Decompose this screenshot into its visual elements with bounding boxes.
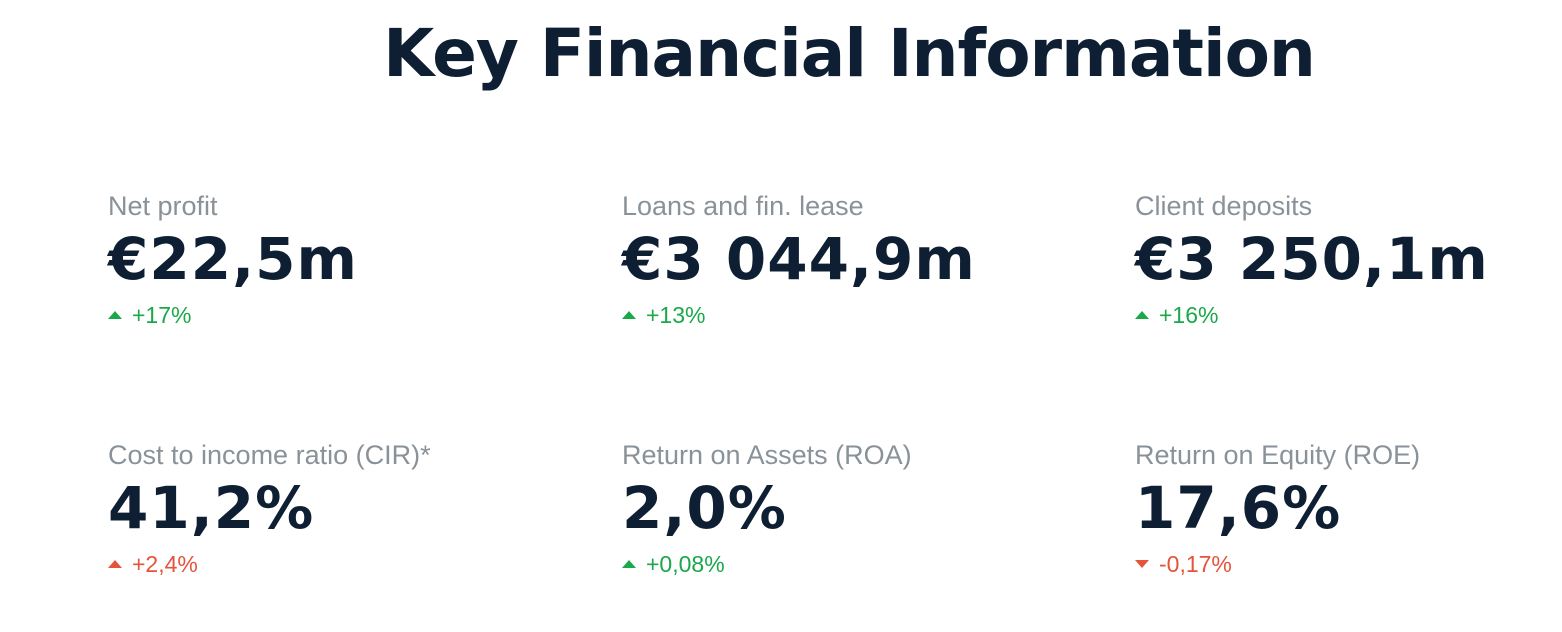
triangle-up-icon (1135, 311, 1149, 319)
metric-label: Loans and fin. lease (622, 191, 864, 221)
metric-label: Return on Equity (ROE) (1135, 440, 1421, 470)
metric-change-value: +17% (132, 302, 192, 328)
metric-card-roe: Return on Equity (ROE) 17,6% -0,17% (1135, 439, 1562, 577)
metric-change: +0,08% (622, 551, 1082, 577)
triangle-down-icon (1135, 560, 1149, 568)
metric-label: Cost to income ratio (CIR)* (108, 440, 431, 470)
metric-card-net-profit: Net profit €22,5m +17% (108, 190, 568, 328)
metric-card-roa: Return on Assets (ROA) 2,0% +0,08% (622, 439, 1082, 577)
metric-label: Client deposits (1135, 191, 1313, 221)
triangle-up-icon (622, 560, 636, 568)
metric-change-value: +2,4% (132, 551, 198, 577)
metric-change-value: +0,08% (646, 551, 725, 577)
metric-change: +16% (1135, 302, 1562, 328)
metric-change: -0,17% (1135, 551, 1562, 577)
metric-change-value: +13% (646, 302, 706, 328)
metric-label: Net profit (108, 191, 218, 221)
metric-label: Return on Assets (ROA) (622, 440, 912, 470)
metric-value: €3 250,1m (1135, 225, 1489, 293)
triangle-up-icon (108, 560, 122, 568)
triangle-up-icon (108, 311, 122, 319)
metric-card-loans: Loans and fin. lease €3 044,9m +13% (622, 190, 1082, 328)
metric-value: 17,6% (1135, 474, 1342, 542)
metric-value: 2,0% (622, 474, 787, 542)
metric-change: +17% (108, 302, 568, 328)
metric-value: €22,5m (108, 225, 358, 293)
metric-value: 41,2% (108, 474, 315, 542)
metric-card-client-deposits: Client deposits €3 250,1m +16% (1135, 190, 1562, 328)
metric-card-cir: Cost to income ratio (CIR)* 41,2% +2,4% (108, 439, 568, 577)
metric-change-value: -0,17% (1159, 551, 1232, 577)
metric-value: €3 044,9m (622, 225, 976, 293)
page-title: Key Financial Information (383, 15, 1316, 92)
triangle-up-icon (622, 311, 636, 319)
metric-change: +13% (622, 302, 1082, 328)
metric-change-value: +16% (1159, 302, 1219, 328)
metric-change: +2,4% (108, 551, 568, 577)
